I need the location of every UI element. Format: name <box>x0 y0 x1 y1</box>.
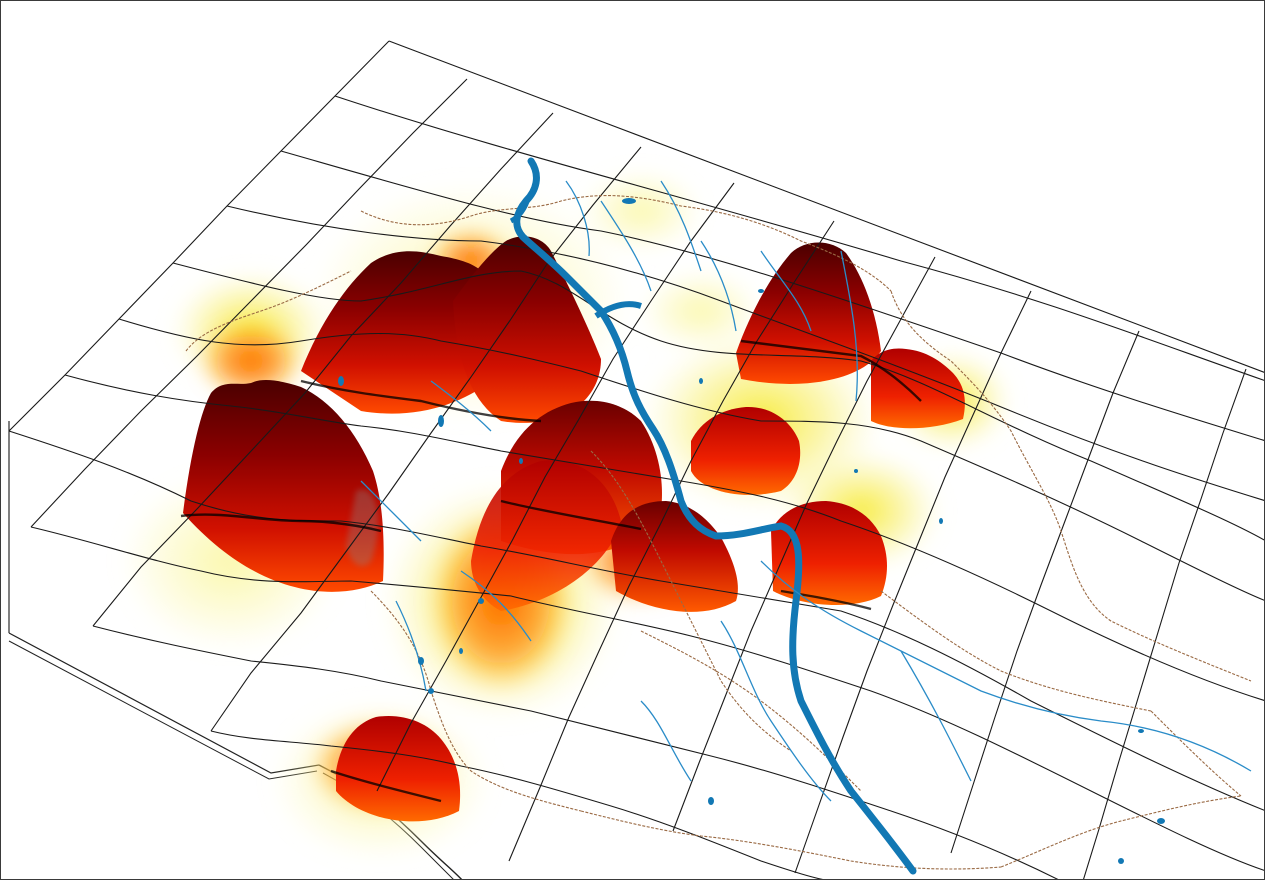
peak-northwest <box>301 251 503 414</box>
peak-northeast <box>736 242 881 384</box>
grid-mesh <box>8 40 1264 879</box>
peak-north-center <box>453 236 601 423</box>
peak-mid-east <box>691 406 801 495</box>
peak-south <box>336 715 461 822</box>
peak-center-lower <box>471 460 621 611</box>
river-network <box>338 157 1252 875</box>
density-peaks <box>183 236 965 822</box>
contour-highlights <box>180 339 922 803</box>
peak-far-east <box>871 348 965 429</box>
peak-west <box>183 380 384 592</box>
main-river <box>513 157 917 875</box>
